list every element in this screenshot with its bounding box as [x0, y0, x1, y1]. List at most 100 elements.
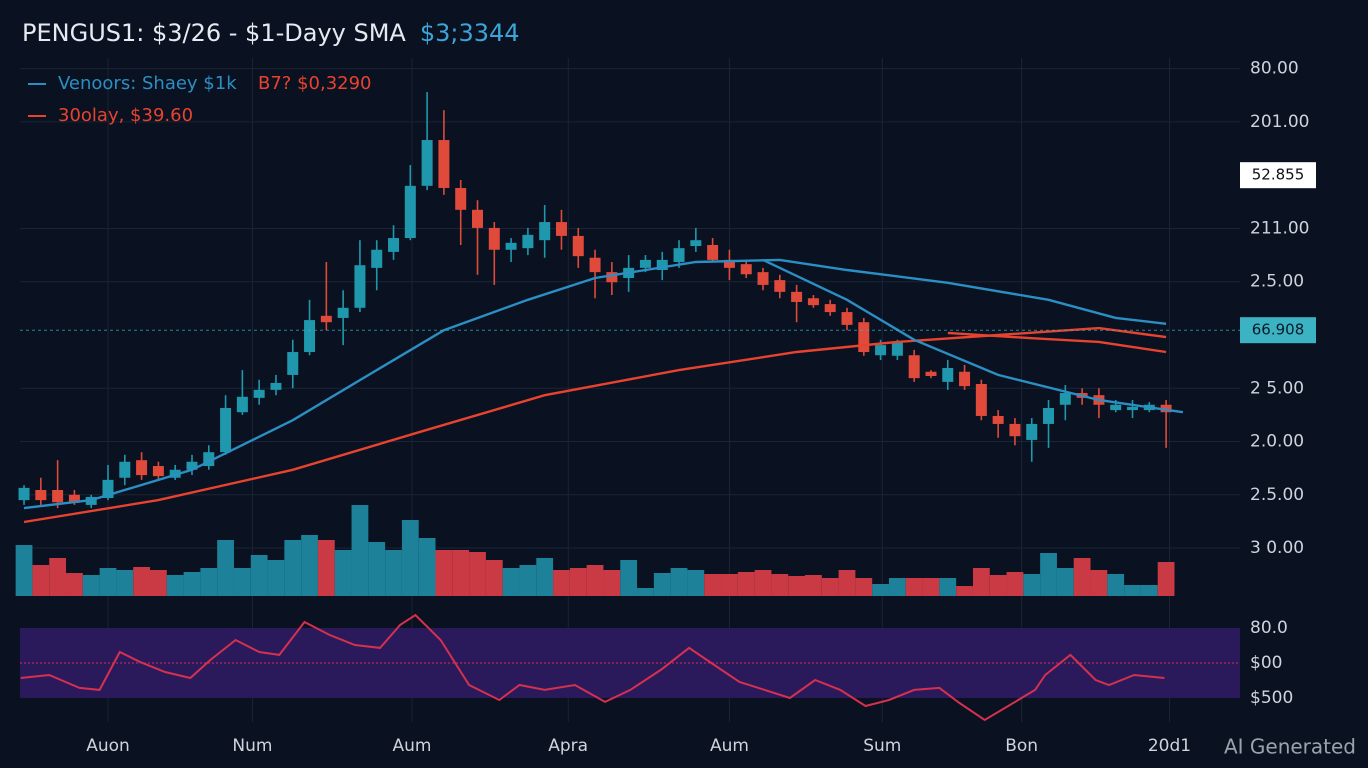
- volume-bar: [1157, 562, 1175, 596]
- volume-bar: [116, 570, 134, 596]
- volume-bar: [133, 567, 150, 596]
- candle-body: [858, 322, 870, 353]
- candle-body: [253, 389, 265, 398]
- volume-bar: [603, 570, 621, 596]
- candle-body: [707, 244, 719, 260]
- volume-bar: [452, 550, 470, 596]
- candle-body: [774, 280, 786, 292]
- volume-bar: [502, 568, 520, 596]
- price-tag-label: 66.908: [1252, 321, 1305, 339]
- candle-body: [472, 209, 483, 228]
- volume-bar: [922, 578, 940, 596]
- candle-body: [102, 479, 114, 498]
- price-tag: [1240, 317, 1316, 344]
- x-tick-label: Aum: [710, 736, 749, 756]
- volume-bar: [82, 575, 100, 596]
- volume-bar: [66, 573, 83, 596]
- volume-bar: [301, 535, 318, 596]
- volume-bar: [620, 560, 638, 596]
- volume-bar: [200, 568, 218, 596]
- volume-bar: [838, 570, 856, 596]
- candle-body: [522, 234, 534, 249]
- sma-line: [762, 258, 1184, 414]
- volume-bar: [385, 550, 402, 596]
- candle-body: [119, 461, 131, 478]
- candle-body: [337, 307, 349, 318]
- volume-bar: [1107, 574, 1125, 596]
- volume-bar: [217, 540, 234, 596]
- volume-bar: [754, 570, 772, 596]
- candle-body: [455, 187, 467, 210]
- candle-body: [438, 140, 450, 188]
- candle-body: [791, 291, 803, 302]
- volume-bar: [687, 570, 705, 596]
- y-tick-label: 2.5.00: [1250, 272, 1304, 292]
- volume-bar: [956, 586, 973, 596]
- candle-body: [203, 452, 215, 467]
- legend-note: B7? $0,3290: [258, 73, 372, 94]
- legend-label: 30olay, $39.60: [58, 105, 193, 126]
- volume-bar: [1023, 574, 1041, 596]
- candle-body: [723, 259, 735, 268]
- price-tag-label: 52.855: [1252, 166, 1305, 184]
- y-tick-label: 2.0.00: [1250, 432, 1304, 452]
- watermark: AI Generated: [1224, 735, 1356, 759]
- candle-body: [639, 259, 651, 268]
- candle-body: [320, 315, 332, 323]
- candle-body: [388, 238, 400, 252]
- candle-body: [992, 415, 1004, 424]
- candle-body: [891, 341, 903, 356]
- y-tick-label: $00: [1250, 653, 1282, 673]
- candle-body: [136, 460, 148, 476]
- candle-body: [52, 489, 64, 503]
- volume-bar: [888, 578, 906, 596]
- candle-body: [1026, 423, 1038, 440]
- y-tick-label: 2.5.00: [1250, 485, 1304, 505]
- volume-bar: [821, 578, 839, 596]
- rsi-line: [20, 613, 1165, 722]
- candle-body: [304, 320, 316, 353]
- candle-body: [1110, 404, 1122, 411]
- volume-bar: [569, 568, 587, 596]
- volume-bar: [670, 568, 688, 596]
- candle-body: [757, 272, 769, 285]
- candle-body: [1059, 393, 1071, 405]
- sma-line: [23, 326, 1167, 524]
- candle-body: [942, 368, 954, 382]
- volume-bar: [788, 576, 806, 596]
- volume-bar: [536, 558, 554, 596]
- volume-bar: [284, 540, 302, 596]
- candle-body: [287, 352, 299, 375]
- candle-body: [589, 257, 601, 273]
- volume-bar: [872, 584, 889, 596]
- candle-body: [807, 298, 819, 306]
- candle-body: [236, 396, 248, 413]
- title-text: PENGUS1: $3/26 - $1-Dayy SMA: [22, 19, 406, 47]
- x-tick-label: Num: [232, 736, 272, 756]
- volume-bar: [1090, 570, 1108, 596]
- volume-bar: [805, 575, 822, 596]
- candle-body: [1043, 407, 1055, 424]
- candle-body: [572, 235, 584, 257]
- volume-bar: [233, 568, 251, 596]
- y-tick-label: 80.00: [1250, 59, 1299, 79]
- candle-body: [488, 227, 500, 250]
- candle-body: [673, 248, 685, 263]
- price-tag: [1240, 162, 1316, 189]
- candle-body: [925, 371, 937, 377]
- volume-bar: [250, 555, 268, 596]
- volume-bar: [1140, 585, 1158, 596]
- legend-label: Venoors: Shaey $1k: [58, 73, 237, 94]
- volume-bar: [351, 505, 369, 596]
- candle-body: [606, 272, 618, 283]
- x-tick-label: Bon: [1005, 736, 1038, 756]
- candle-body: [270, 382, 282, 390]
- candle-body: [908, 355, 920, 379]
- volume-bar: [15, 545, 33, 596]
- candle-body: [959, 371, 971, 387]
- candle-body: [841, 312, 853, 325]
- candle-body: [186, 461, 198, 470]
- volume-bar: [1006, 572, 1024, 596]
